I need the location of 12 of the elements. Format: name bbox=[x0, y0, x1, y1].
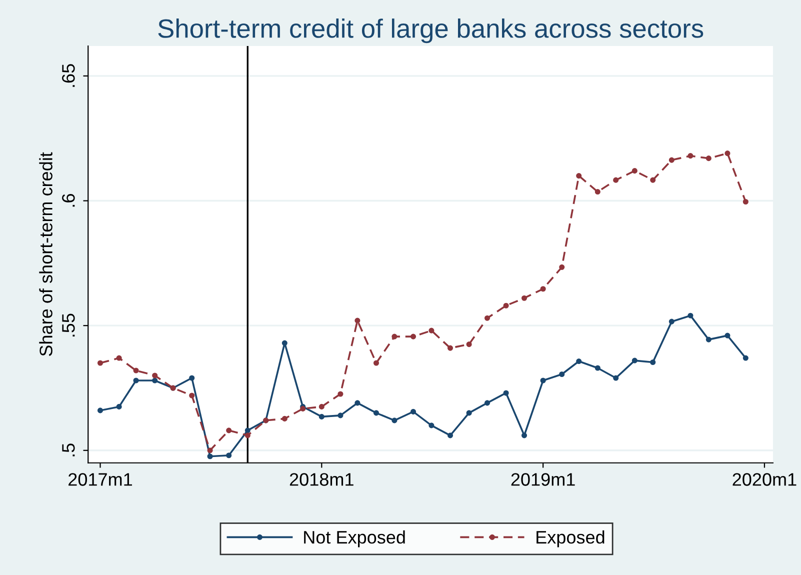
x-tick-label: 2017m1 bbox=[68, 473, 132, 486]
x-tick-label: 2018m1 bbox=[290, 473, 354, 486]
legend-label: Exposed bbox=[536, 530, 604, 548]
x-tick-label: 2019m1 bbox=[511, 473, 575, 486]
legend-label: Not Exposed bbox=[304, 530, 405, 548]
y-axis-title: Share of short-term credit bbox=[39, 152, 52, 356]
x-tick-label: 2020m1 bbox=[732, 473, 796, 486]
y-tick-label: .6 bbox=[62, 194, 75, 207]
y-tick-label: .65 bbox=[62, 64, 75, 87]
y-tick-label: .55 bbox=[62, 314, 75, 336]
chart-title: Short-term credit of large banks across sectors bbox=[158, 18, 704, 44]
y-tick-label: .5 bbox=[62, 444, 75, 456]
